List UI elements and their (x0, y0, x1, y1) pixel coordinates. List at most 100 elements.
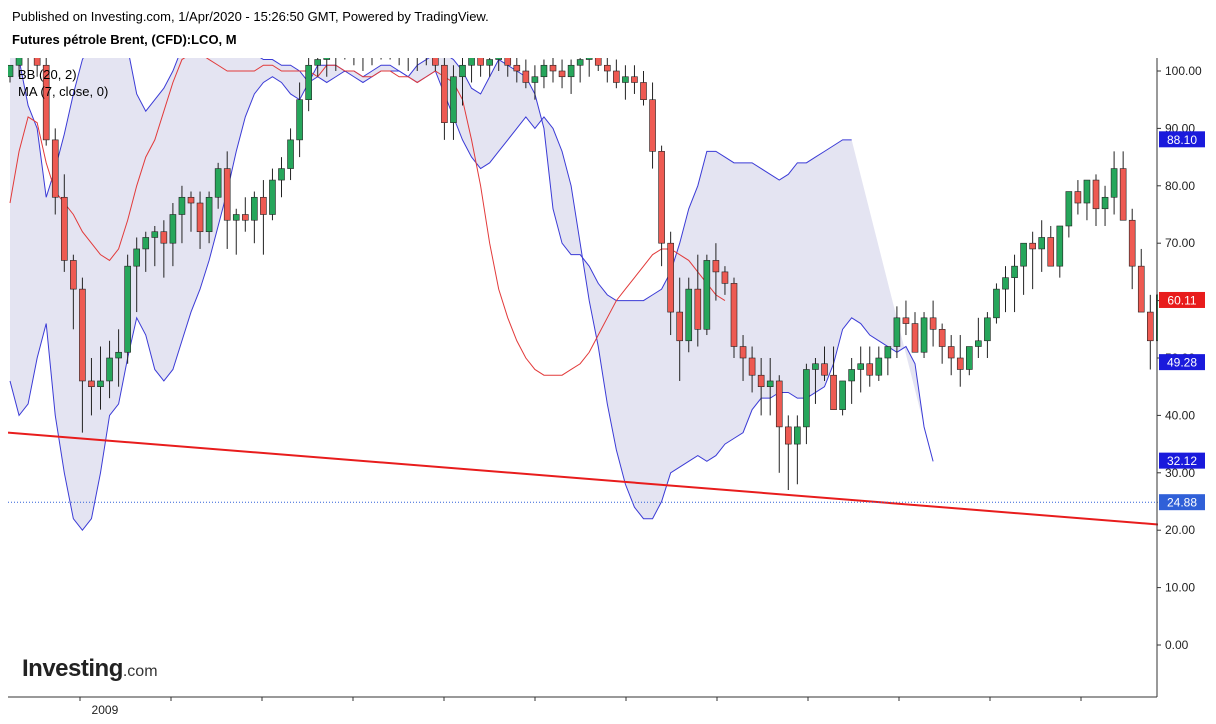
candle (187, 191, 195, 232)
candle (223, 151, 231, 249)
candle-body (369, 48, 375, 54)
candle (1193, 220, 1199, 283)
candle (369, 48, 375, 66)
candle-body (468, 58, 475, 66)
price-label-text: 49.28 (1167, 356, 1197, 370)
candle (60, 174, 68, 272)
candle-body (658, 151, 665, 244)
candle (956, 335, 964, 387)
candle-body (142, 237, 150, 250)
candle (124, 254, 131, 364)
candle-body (956, 357, 964, 370)
legend-bb: BB (20, 2) (18, 67, 77, 82)
candle-body (766, 380, 774, 387)
candle (866, 346, 874, 387)
candle (1128, 208, 1136, 290)
candle (8, 64, 14, 83)
candle-body (549, 64, 557, 72)
y-tick-label: 0.00 (1165, 638, 1189, 652)
candle (1029, 231, 1036, 290)
price-labels: 88.10 60.11 49.28 32.12 24.88 (1159, 131, 1205, 511)
candle (169, 203, 177, 267)
candle (1202, 232, 1208, 295)
support-trendline (8, 431, 1158, 526)
candle-body (360, 48, 366, 54)
candle (775, 375, 783, 473)
candle (115, 329, 122, 387)
candle-body (1038, 237, 1045, 250)
price-label: 49.28 (1159, 354, 1205, 371)
candle (70, 254, 77, 330)
candle-body (839, 380, 846, 410)
candle (975, 317, 982, 358)
candle (79, 277, 86, 433)
candle (1101, 185, 1109, 226)
candle (784, 415, 792, 491)
candle-body (1119, 168, 1127, 221)
candle (938, 323, 946, 364)
candle (947, 335, 955, 376)
candle (468, 58, 475, 83)
candle (196, 191, 204, 249)
candle (106, 340, 113, 399)
price-label-text: 24.88 (1167, 496, 1197, 510)
candle (658, 145, 665, 267)
candle (251, 191, 258, 244)
price-label-text: 88.10 (1167, 133, 1197, 147)
candle-body (405, 54, 411, 55)
candle (495, 58, 503, 71)
candle (416, 58, 418, 71)
candle-body (975, 340, 982, 347)
candle-body (603, 64, 611, 72)
candle-body (1202, 266, 1208, 277)
candle (766, 358, 774, 416)
candle-body (1147, 311, 1154, 342)
candle-body (703, 260, 711, 330)
candle-body (97, 380, 104, 387)
price-label-text: 60.11 (1167, 293, 1196, 307)
candle (432, 58, 439, 71)
candle-body (540, 64, 548, 78)
y-tick-label: 20.00 (1165, 523, 1195, 537)
candle-body (60, 196, 68, 261)
candle-body (993, 288, 1000, 319)
candle (278, 157, 285, 198)
candle (405, 54, 411, 71)
candle (335, 58, 337, 71)
candle (260, 180, 267, 255)
candle-body (1137, 265, 1145, 313)
candle-body (594, 58, 602, 66)
logo-suffix: .com (122, 663, 158, 680)
candle-body (875, 357, 883, 376)
candle-body (160, 231, 168, 244)
candle-body (42, 64, 50, 141)
candle (142, 231, 150, 272)
y-tick-label: 40.00 (1165, 408, 1195, 422)
candle-body (314, 59, 322, 66)
candle-body (558, 70, 566, 78)
candle (242, 197, 249, 232)
ma-line (9, 58, 726, 376)
candle-body (730, 283, 738, 347)
candle (380, 58, 382, 60)
candle (576, 58, 584, 83)
candle-body (450, 76, 457, 123)
candle (830, 346, 837, 410)
candle (603, 58, 611, 83)
candle-body (984, 317, 991, 342)
candle-body (513, 64, 521, 72)
candle-body (441, 64, 448, 123)
y-tick-label: 30.00 (1165, 466, 1195, 480)
candle-body (79, 288, 86, 382)
candle-body (51, 139, 59, 198)
candle (703, 254, 711, 336)
candle-body (296, 99, 303, 141)
candle (398, 58, 400, 66)
candle (27, 58, 29, 71)
candle-body (640, 82, 647, 101)
price-label-text: 32.12 (1167, 454, 1197, 468)
candle (486, 58, 493, 77)
candle-body (133, 248, 140, 267)
price-label-box (1159, 291, 1205, 308)
